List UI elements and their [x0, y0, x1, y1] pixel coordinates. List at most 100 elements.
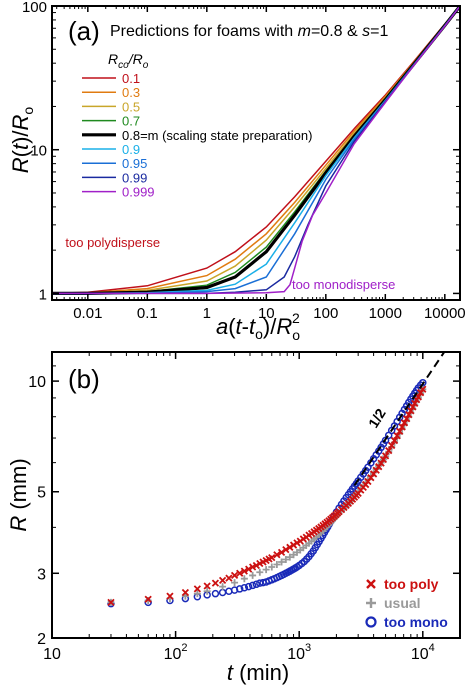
point-usual	[203, 587, 211, 595]
panel-a-legend: 0.10.30.50.70.8=m (scaling state prepara…	[82, 71, 312, 200]
point-usual	[240, 575, 248, 583]
panel-a-axis-ticks: 0.01 0.1 1 10 100 1000 10000 1 10 100	[22, 0, 466, 322]
point-usual	[278, 558, 286, 566]
legend-marker-too-poly	[366, 579, 376, 589]
point-too-mono	[248, 581, 257, 590]
point-too-poly	[218, 576, 227, 584]
point-too-poly	[377, 459, 385, 467]
panel-a-title: Predictions for foams with m=0.8 & s=1	[110, 23, 388, 40]
point-too-poly	[381, 452, 390, 460]
point-too-mono	[218, 588, 227, 597]
panel-a-label: (a)	[68, 16, 100, 46]
point-too-mono	[252, 580, 261, 589]
panel-a-ylabel: R(t)/Ro	[8, 107, 36, 174]
point-usual	[181, 592, 189, 600]
slope-line	[353, 350, 446, 487]
point-usual	[268, 563, 276, 571]
point-too-poly	[409, 403, 417, 411]
panel-b-xlabel: t (min)	[227, 660, 289, 685]
legend-label-0.7: 0.7	[122, 114, 140, 129]
x-tick-label-b: 10	[43, 646, 61, 663]
point-too-poly	[107, 598, 115, 607]
x-tick-label-10: 10	[258, 305, 275, 322]
point-too-poly	[396, 427, 404, 435]
legend-label-0.5: 0.5	[122, 99, 140, 114]
legend-label-0.95: 0.95	[122, 156, 147, 171]
x-tick-label-1: 1	[203, 305, 211, 322]
point-too-poly	[277, 548, 286, 557]
y-tick-label-b-2: 2	[37, 631, 46, 648]
point-too-poly	[230, 571, 239, 580]
legend-label-too-mono: too mono	[384, 614, 448, 630]
point-too-poly	[390, 436, 399, 445]
point-too-poly	[252, 561, 260, 570]
series-line-0.999	[52, 6, 460, 295]
point-too-poly	[398, 423, 406, 431]
point-too-poly	[400, 419, 409, 427]
point-usual	[256, 568, 264, 576]
point-usual	[262, 566, 270, 574]
point-too-poly	[268, 553, 276, 562]
x-tick-label-1000: 1000	[369, 305, 402, 322]
panel-b-ylabel: R (mm)	[6, 458, 31, 531]
point-usual	[231, 579, 239, 587]
y-tick-label-b-5: 5	[37, 485, 46, 502]
x-tick-exponent: 2	[181, 642, 187, 654]
point-too-poly	[407, 407, 415, 415]
y-tick-label-10: 10	[30, 143, 47, 160]
point-too-poly	[379, 455, 388, 464]
point-too-poly	[203, 582, 211, 590]
panel-a-legend-title: Rco/Ro	[108, 51, 149, 71]
panel-a-frame	[51, 5, 461, 301]
point-usual	[249, 571, 257, 579]
point-too-poly	[144, 595, 152, 603]
legend-label-0.99: 0.99	[122, 170, 147, 185]
y-tick-label-b-10: 10	[28, 374, 46, 391]
annotation-too-polydisperse: too polydisperse	[65, 235, 160, 250]
panel-a-annotations: too polydisperse too monodisperse	[65, 235, 395, 292]
x-tick-label-b: 103	[287, 642, 311, 663]
legend-label-0.1: 0.1	[122, 71, 140, 86]
legend-label-too-poly: too poly	[384, 576, 439, 592]
legend-label-usual: usual	[384, 595, 421, 611]
point-too-poly	[245, 565, 253, 573]
panel-b-frame	[51, 351, 461, 639]
panel-b-legend: too poly usual too mono	[365, 576, 448, 630]
point-usual	[193, 590, 201, 598]
x-tick-label-100: 100	[313, 305, 338, 322]
panel-b-label: (b)	[68, 364, 100, 394]
point-usual	[286, 553, 294, 561]
point-too-mono	[244, 582, 253, 591]
legend-label-0.8=m: 0.8=m (scaling state preparation)	[122, 128, 312, 143]
point-too-mono	[240, 584, 249, 592]
slope-label: 1/2	[365, 405, 389, 430]
panel-a-data-lines	[52, 6, 460, 295]
point-too-poly	[225, 574, 233, 582]
point-usual	[219, 583, 227, 591]
point-too-poly	[240, 567, 248, 575]
point-too-poly	[273, 551, 281, 559]
point-usual	[273, 560, 281, 568]
point-too-poly	[402, 415, 411, 423]
legend-label-0.9: 0.9	[122, 142, 140, 157]
point-too-poly	[236, 569, 244, 577]
point-too-poly	[405, 411, 413, 419]
point-too-poly	[193, 585, 201, 593]
point-too-poly	[211, 579, 220, 587]
panel-b-data-points	[107, 378, 427, 608]
x-tick-label-0.1: 0.1	[137, 305, 158, 322]
x-tick-label-10000: 10000	[424, 305, 466, 322]
x-tick-label-0.01: 0.01	[73, 305, 102, 322]
legend-marker-too-mono	[365, 616, 377, 628]
point-too-poly	[286, 543, 294, 551]
point-too-poly	[181, 588, 190, 597]
x-tick-label-b: 104	[411, 642, 435, 663]
y-tick-label-1: 1	[39, 286, 47, 303]
x-tick-label-b: 102	[164, 642, 188, 663]
x-tick-exponent: 3	[305, 642, 311, 654]
panel-a: 0.01 0.1 1 10 100 1000 10000 1 10 100 (a) Predict…	[8, 0, 466, 343]
panel-b-slope-guide: 1/2	[353, 350, 446, 487]
point-too-poly	[411, 399, 419, 407]
